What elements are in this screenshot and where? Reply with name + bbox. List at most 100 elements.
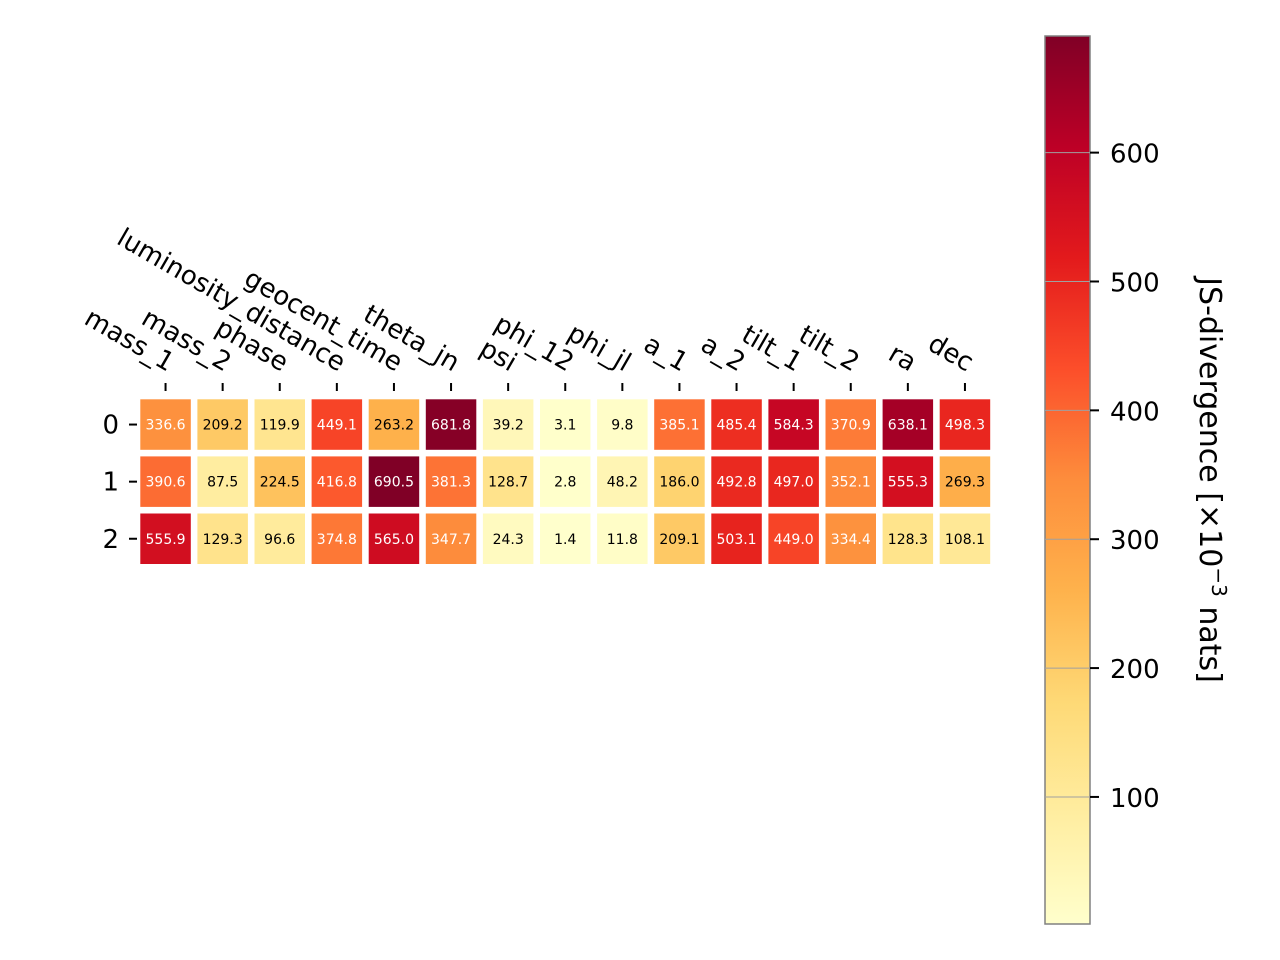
cell-value-label: 263.2 [374,418,414,434]
heatmap-cell [368,399,420,450]
cell-value-label: 497.0 [774,475,814,491]
heatmap-cell [825,456,876,507]
heatmap-cell [711,399,762,450]
heatmap-cell [425,399,477,450]
colorbar-title-suffix: nats] [1192,597,1227,683]
x-tick-label: dec [923,329,979,378]
colorbar-title-exponent: −3 [1207,567,1231,596]
colorbar-tick-label: 300 [1110,526,1160,556]
heatmap-cell [597,456,648,507]
heatmap-cell [654,513,705,564]
heatmap-cell [711,456,762,507]
heatmap-cell [882,513,934,564]
heatmap-cell [597,399,648,450]
heatmap-cell [768,456,819,507]
colorbar-tick-label: 500 [1110,268,1160,298]
heatmap-cell [254,456,305,507]
colorbar: 100 200 300 400 500 600 JS-divergence [×10−3 … [1044,35,1231,925]
cell-value-label: 347.7 [431,532,471,548]
heatmap-cell [425,456,477,507]
cell-value-label: 209.1 [659,532,699,548]
x-tick-label: a_1 [639,329,693,378]
colorbar-tick-label: 100 [1110,784,1160,814]
heatmap-cell [540,513,591,564]
y-tick-label: 0 [102,411,119,441]
heatmap-cell [482,456,534,507]
cell-value-label: 24.3 [493,532,524,548]
heatmap-cell [140,456,191,507]
cell-value-label: 374.8 [317,532,357,548]
x-axis: mass_1mass_2phaseluminosity_distancegeoc… [79,223,978,391]
cell-value-label: 681.8 [431,418,471,434]
cell-value-label: 96.6 [264,532,295,548]
cell-value-label: 224.5 [260,475,300,491]
colorbar-ticks: 100 200 300 400 500 600 [1045,140,1160,814]
heatmap-cell [825,513,876,564]
cell-value-label: 269.3 [945,475,985,491]
cell-value-label: 3.1 [554,418,576,434]
cell-value-label: 449.0 [774,532,814,548]
heatmap-cell [311,399,363,450]
heatmap-cell [939,399,991,450]
x-tick-label: phi_jl [562,318,636,378]
colorbar-tick-label: 600 [1110,140,1160,170]
heatmap-cell [482,399,534,450]
cell-value-label: 9.8 [611,418,633,434]
x-tick-label: tilt_1 [736,320,807,378]
colorbar-title: JS-divergence [×10−3 nats] [1192,275,1231,683]
heatmap-cell [254,399,305,450]
x-tick-label: ra [883,339,921,378]
heatmap-cell [711,513,762,564]
cell-value-label: 390.6 [146,475,186,491]
cell-value-label: 2.8 [554,475,576,491]
cell-value-label: 48.2 [607,475,638,491]
cell-value-label: 1.4 [554,532,576,548]
heatmap-cell [254,513,305,564]
heatmap-cell [197,456,248,507]
cell-value-label: 555.9 [146,532,186,548]
x-tick-label: tilt_2 [793,320,864,378]
heatmap-cell [368,513,420,564]
cell-value-label: 119.9 [260,418,300,434]
cell-value-label: 492.8 [717,475,757,491]
cell-value-label: 128.7 [488,475,528,491]
cell-value-label: 87.5 [207,475,238,491]
heatmap-cell [939,456,991,507]
cell-value-label: 555.3 [888,475,928,491]
colorbar-tick-label: 400 [1110,397,1160,427]
heatmap-cell [425,513,477,564]
cell-value-label: 186.0 [659,475,699,491]
cell-value-label: 565.0 [374,532,414,548]
heatmap-cell [939,513,991,564]
cell-value-label: 39.2 [493,418,524,434]
cell-value-label: 638.1 [888,418,928,434]
cell-value-label: 336.6 [146,418,186,434]
heatmap-cell [882,456,934,507]
heatmap-cell [368,456,420,507]
heatmap-cell [654,456,705,507]
cell-value-label: 485.4 [717,418,757,434]
cell-value-label: 690.5 [374,475,414,491]
cell-value-label: 370.9 [831,418,871,434]
heatmap-cell [825,399,876,450]
heatmap-cell [311,513,363,564]
cell-value-label: 584.3 [774,418,814,434]
heatmap-cell [140,513,191,564]
heatmap-cell [768,513,819,564]
heatmap-cell [654,399,705,450]
y-axis: 0 1 2 [102,411,137,555]
colorbar-title-text: JS-divergence [×10 [1192,275,1227,567]
cell-value-label: 381.3 [431,475,471,491]
cell-value-label: 503.1 [717,532,757,548]
cell-value-label: 209.2 [203,418,243,434]
heatmap-cell [768,399,819,450]
heatmap-grid: 336.6 209.2 119.9 449.1 263.2 681.8 39.2 3.1 9.8… [140,399,991,564]
colorbar-tick-label: 200 [1110,655,1160,685]
heatmap-cell [597,513,648,564]
cell-value-label: 385.1 [659,418,699,434]
heatmap-cell [540,456,591,507]
cell-value-label: 128.3 [888,532,928,548]
cell-value-label: 416.8 [317,475,357,491]
heatmap-cell [311,456,363,507]
heatmap-cell [197,513,248,564]
